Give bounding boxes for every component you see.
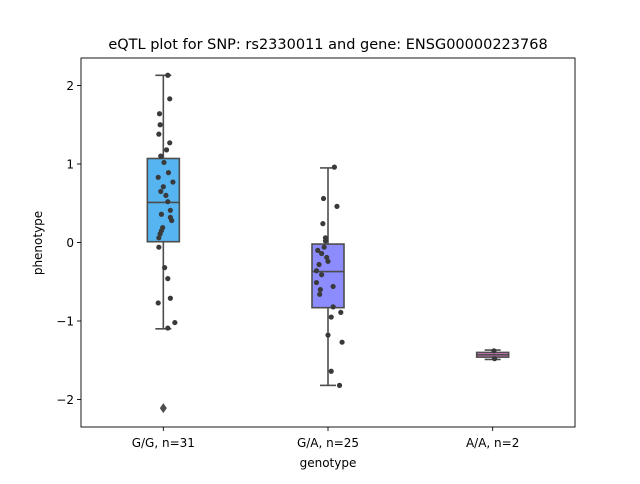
x-axis-label: genotype — [300, 456, 357, 470]
data-point — [158, 211, 165, 217]
box-group — [311, 164, 345, 388]
data-point — [165, 72, 171, 78]
data-point — [330, 304, 336, 310]
data-point — [339, 339, 345, 345]
data-point — [165, 170, 172, 176]
data-point — [336, 382, 343, 388]
data-point — [328, 314, 334, 320]
data-point — [338, 309, 344, 315]
x-tick-label: A/A, n=2 — [466, 436, 519, 450]
data-point — [156, 111, 163, 117]
data-point — [324, 254, 330, 261]
y-tick-label: −1 — [56, 315, 74, 329]
y-tick-label: 2 — [66, 79, 74, 93]
data-point — [163, 147, 170, 153]
data-point — [491, 348, 497, 354]
data-point — [325, 258, 331, 264]
data-point — [317, 287, 323, 293]
data-point — [156, 131, 162, 137]
x-axis: G/G, n=31 G/A, n=25 A/A, n=2 — [132, 427, 519, 450]
data-point — [321, 244, 327, 250]
data-point — [170, 179, 176, 185]
y-tick-label: −2 — [56, 393, 74, 407]
data-point — [167, 207, 173, 213]
y-tick-label: 0 — [66, 236, 74, 250]
data-point — [319, 272, 325, 278]
data-point — [320, 195, 327, 202]
data-point — [320, 221, 326, 227]
data-point — [156, 235, 162, 241]
data-point — [162, 265, 168, 271]
outlier-marker — [159, 403, 167, 414]
plot-content — [146, 72, 510, 414]
y-axis-label: phenotype — [31, 211, 45, 275]
data-point — [319, 250, 325, 257]
box — [311, 243, 345, 309]
y-tick-label: 1 — [66, 157, 74, 171]
data-point — [158, 188, 164, 195]
data-point — [167, 140, 173, 146]
data-point — [165, 199, 171, 205]
y-axis: −2 −1 0 1 2 — [56, 79, 81, 407]
data-point — [155, 174, 161, 180]
data-point — [328, 368, 334, 374]
x-tick-label: G/A, n=25 — [297, 436, 359, 450]
data-point — [331, 164, 337, 170]
x-tick-label: G/G, n=31 — [132, 436, 195, 450]
data-point — [172, 319, 178, 326]
chart-title: eQTL plot for SNP: rs2330011 and gene: E… — [108, 37, 547, 53]
data-point — [165, 325, 171, 331]
data-point — [167, 96, 173, 102]
data-point — [158, 153, 164, 159]
data-point — [163, 192, 169, 198]
data-point — [155, 300, 161, 306]
data-point — [317, 291, 323, 297]
data-point — [322, 238, 329, 244]
data-point — [491, 356, 498, 362]
data-point — [157, 231, 163, 237]
data-point — [165, 276, 171, 282]
data-point — [160, 184, 166, 190]
data-point — [330, 283, 336, 290]
data-point — [169, 217, 175, 224]
data-point — [313, 268, 320, 274]
data-point — [161, 159, 167, 166]
data-point — [334, 203, 340, 209]
data-point — [316, 261, 322, 268]
box-group — [146, 72, 181, 414]
data-point — [325, 332, 331, 338]
plot-frame — [80, 57, 576, 428]
data-point — [157, 122, 163, 128]
data-point — [313, 279, 320, 286]
data-point — [167, 295, 173, 301]
data-point — [315, 247, 321, 253]
box-group — [475, 348, 510, 362]
data-point — [156, 244, 162, 250]
